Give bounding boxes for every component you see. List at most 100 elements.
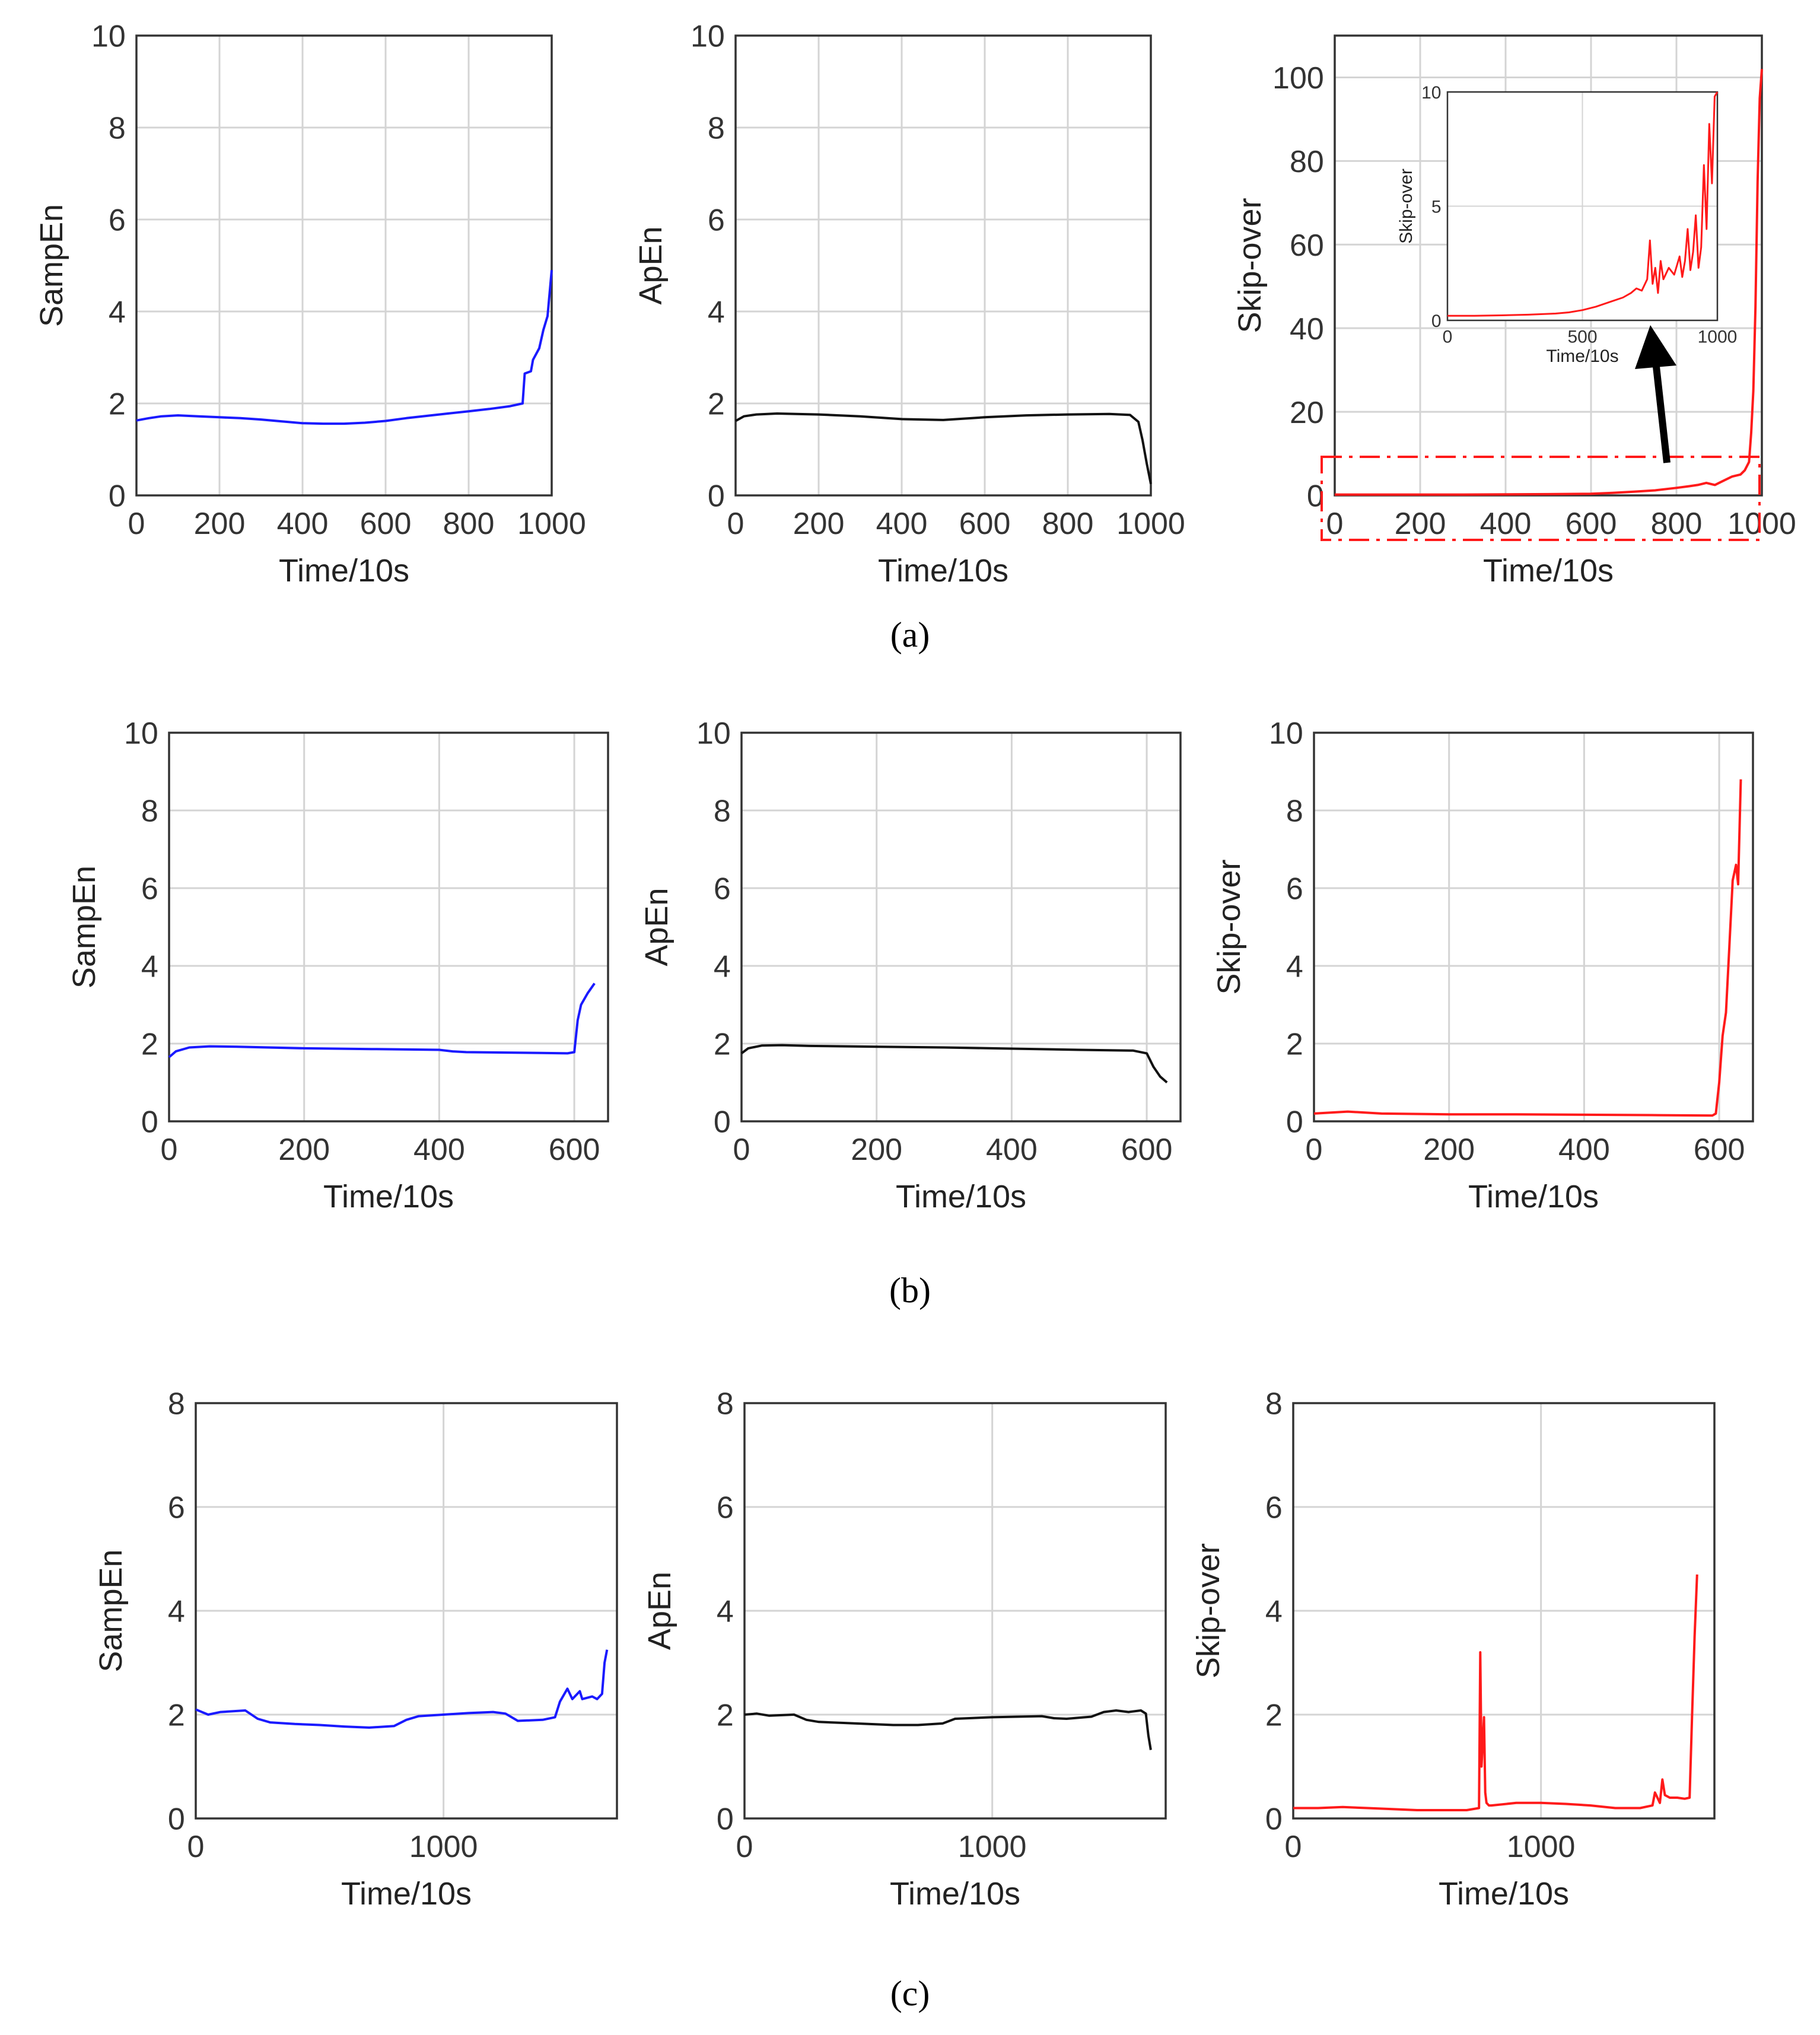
plot-b3-ytick-label: 10	[1269, 717, 1303, 751]
plot-a3-xtick-label: 200	[1395, 507, 1446, 541]
plot-b1-series-line	[168, 982, 596, 1058]
plot-c1-ytick-label: 2	[168, 1699, 185, 1733]
plot-a1-series-line	[136, 270, 553, 425]
plot-c2: 0 1000 0 2 4 6 8 Time/10s ApEn	[642, 1387, 1167, 1912]
plot-b2-ytick-label: 10	[696, 717, 731, 751]
plot-a1-ytick-label: 4	[109, 295, 126, 330]
plot-b1-ytick-label: 4	[141, 950, 158, 984]
inset-plot-ytick-label: 10	[1421, 83, 1441, 103]
plot-b2-xtick-label: 600	[1121, 1133, 1173, 1167]
plot-a1-frame	[135, 34, 553, 497]
inset-plot-xtick-label: 0	[1443, 327, 1453, 347]
zoom-region-box	[1321, 456, 1761, 541]
plot-c3-xtick-label: 1000	[1507, 1830, 1576, 1864]
plot-c1-frame	[195, 1402, 618, 1820]
plot-c3: 0 1000 0 2 4 6 8 Time/10s Skip-over	[1191, 1387, 1716, 1912]
plot-a2-ytick-label: 0	[708, 479, 725, 514]
plot-a3-xtick-label: 1000	[1727, 507, 1796, 541]
zoom-arrow-head	[1635, 325, 1676, 369]
plot-a3-ytick-label: 20	[1290, 396, 1324, 430]
inset-plot-frame	[1446, 91, 1719, 322]
plot-a3-xtick-label: 0	[1326, 507, 1344, 541]
inset-plot-xtick-label: 500	[1567, 327, 1597, 347]
plot-c1-ytick-label: 4	[168, 1595, 185, 1629]
plot-a3-ytick-label: 100	[1272, 61, 1324, 96]
plot-a1-xtick-label: 400	[277, 507, 329, 541]
plot-b3-series-line	[1313, 779, 1742, 1117]
plot-a1-xtick-label: 600	[360, 507, 412, 541]
plot-a2-ytick-label: 4	[708, 295, 725, 330]
inset-plot-ylabel: Skip-over	[1396, 168, 1416, 244]
plot-a3-ytick-label: 40	[1290, 312, 1324, 346]
plot-a2-series-line	[735, 412, 1152, 484]
plot-a2-xtick-label: 1000	[1116, 507, 1185, 541]
plot-a2-ytick-label: 10	[691, 20, 725, 54]
plot-c1-ylabel: SampEn	[93, 1549, 129, 1672]
zoom-arrow-shaft	[1652, 355, 1671, 463]
plot-c1-ytick-label: 6	[168, 1491, 185, 1525]
plot-a3-ytick-label: 60	[1290, 228, 1324, 263]
plot-a3-ylabel: Skip-over	[1232, 198, 1268, 333]
plot-c2-ytick-label: 6	[717, 1491, 734, 1525]
plot-a1-ylabel: SampEn	[34, 204, 69, 327]
plot-b2-xtick-label: 0	[733, 1133, 750, 1167]
plot-c2-frame	[743, 1402, 1167, 1820]
plot-b3-ytick-label: 4	[1286, 950, 1303, 984]
plot-a3-xlabel: Time/10s	[1483, 553, 1614, 589]
plot-b2-xlabel: Time/10s	[896, 1179, 1026, 1214]
plot-b1-ytick-label: 6	[141, 872, 158, 907]
plot-c2-ytick-label: 4	[717, 1595, 734, 1629]
plot-c3-ytick-label: 4	[1265, 1595, 1283, 1629]
plot-b2-ytick-label: 0	[714, 1105, 731, 1140]
plot-b1-xtick-label: 0	[161, 1133, 178, 1167]
plot-c2-ytick-label: 0	[717, 1802, 734, 1837]
plot-a3-frame	[1334, 34, 1763, 497]
plot-b1-xtick-label: 200	[278, 1133, 330, 1167]
plot-c2-ytick-label: 2	[717, 1699, 734, 1733]
plot-b1-xlabel: Time/10s	[323, 1179, 454, 1214]
plot-a1-xtick-label: 200	[194, 507, 246, 541]
plot-b3-ytick-label: 8	[1286, 794, 1303, 829]
inset-plot-ytick-label: 0	[1431, 311, 1442, 331]
plot-a2-ytick-label: 8	[708, 112, 725, 146]
plot-b1: 0 200 400 600 0 2 4 6 8 10 Time/10s SampEn	[66, 717, 609, 1214]
plot-b2-xtick-label: 200	[851, 1133, 902, 1167]
plot-c2-ylabel: ApEn	[642, 1572, 677, 1650]
plot-b3-frame	[1313, 732, 1754, 1123]
plot-c3-ytick-label: 2	[1265, 1699, 1283, 1733]
plot-a3: 0 200 400 600 800 1000020406080100Time/10sSki…	[1232, 34, 1796, 589]
plot-a1-ytick-label: 6	[109, 204, 126, 238]
plot-c1: 0 1000 0 2 4 6 8 Time/10s SampEn	[93, 1387, 618, 1912]
plot-a1-ytick-label: 10	[91, 20, 126, 54]
inset-plot-xlabel: Time/10s	[1546, 346, 1618, 366]
plot-a1-xtick-label: 1000	[517, 507, 586, 541]
plot-c2-xlabel: Time/10s	[890, 1876, 1020, 1912]
plot-b3: 0 200 400 600 0 2 4 6 8 10 Time/10s Skip-over	[1211, 717, 1754, 1214]
panel-label-a: (a)	[890, 615, 930, 654]
plot-c3-ytick-label: 6	[1265, 1491, 1283, 1525]
plot-a2-frame	[734, 34, 1152, 497]
plot-a1-xlabel: Time/10s	[279, 553, 409, 589]
plot-a1-xtick-label: 800	[443, 507, 495, 541]
plot-a2-xtick-label: 0	[727, 507, 744, 541]
plot-b2-ytick-label: 4	[714, 950, 731, 984]
plot-b3-xtick-label: 400	[1558, 1133, 1610, 1167]
plot-c3-series-line	[1293, 1574, 1698, 1811]
plot-c1-xtick-label: 1000	[409, 1830, 478, 1864]
plot-b1-xtick-label: 400	[413, 1133, 465, 1167]
plot-b3-ytick-label: 6	[1286, 872, 1303, 907]
plot-b3-xtick-label: 600	[1694, 1133, 1745, 1167]
plot-a3-xtick-label: 600	[1566, 507, 1617, 541]
plot-c1-series-line	[195, 1649, 609, 1729]
plot-a2-ytick-label: 6	[708, 204, 725, 238]
plot-b2-ytick-label: 8	[714, 794, 731, 829]
plot-c1-ytick-label: 0	[168, 1802, 185, 1837]
plot-a2-xtick-label: 400	[876, 507, 928, 541]
plot-c2-ytick-label: 8	[717, 1387, 734, 1422]
plot-a1-ytick-label: 0	[109, 479, 126, 514]
plot-c3-ylabel: Skip-over	[1191, 1543, 1226, 1678]
inset-plot: 0 500 1000 0 5 10 Time/10s Skip-over	[1396, 83, 1737, 366]
plot-c1-ytick-label: 8	[168, 1387, 185, 1422]
plot-c1-xtick-label: 0	[187, 1830, 205, 1864]
